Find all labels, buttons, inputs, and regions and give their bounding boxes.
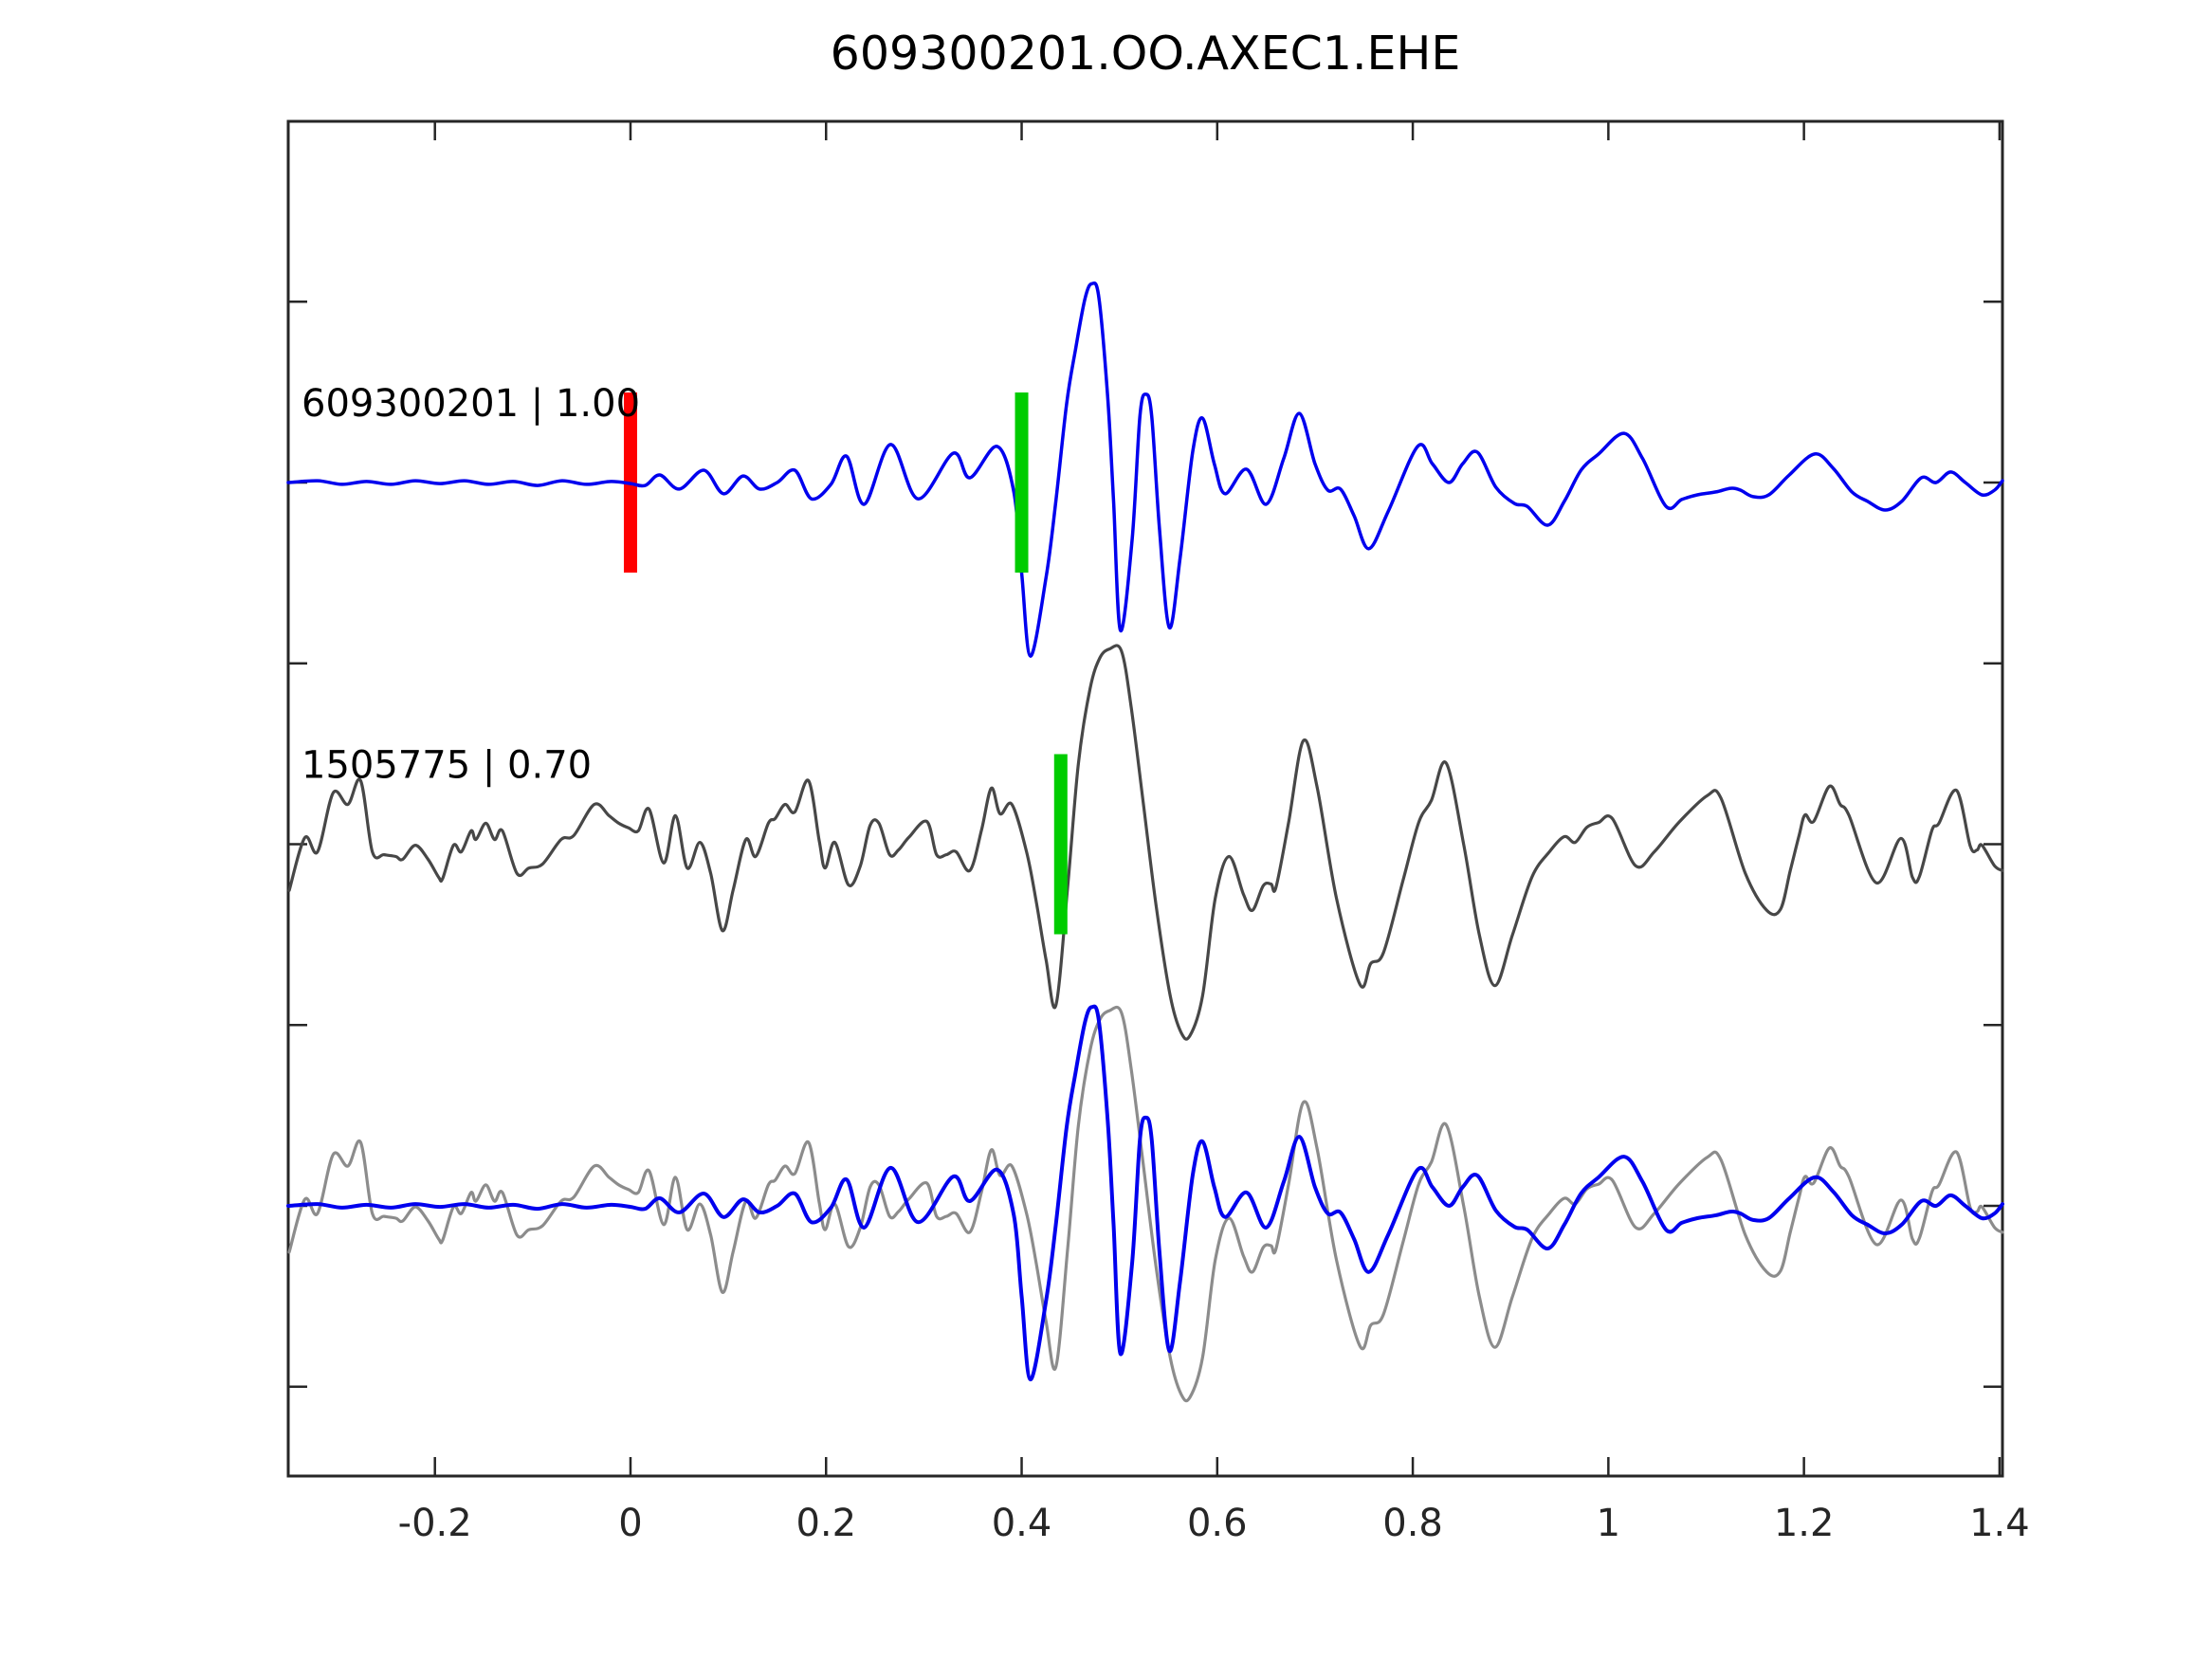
waveform-trace_1505775-panel3 <box>287 1005 2004 1403</box>
pick-marker-candidate <box>1053 754 1068 935</box>
trace-label-candidate: 1505775 | 0.70 <box>302 744 592 788</box>
x-tick-label: 1.4 <box>1969 1502 2030 1545</box>
x-tick-label: 0 <box>618 1502 642 1545</box>
x-tick-label: 0.6 <box>1187 1502 1248 1545</box>
waveform-trace_609300201-panel1 <box>286 281 2004 658</box>
waveform-trace_609300201-panel3 <box>286 1004 2004 1382</box>
chart-title: 609300201.OO.AXEC1.EHE <box>831 27 1461 81</box>
pick-marker-reference <box>1015 392 1029 573</box>
trace-label-layer: 609300201 | 1.00 1505775 | 0.70 <box>302 382 640 788</box>
trace-label-reference: 609300201 | 1.00 <box>302 382 640 426</box>
axes-box <box>286 119 2004 1478</box>
waveform-trace_1505775-panel2 <box>287 644 2004 1041</box>
waveform-layer <box>286 281 2004 1403</box>
x-tick-label: 0.8 <box>1382 1502 1443 1545</box>
axes-layer: -0.2 0 0.2 0.4 0.6 0.8 1 1.2 1.4 <box>286 119 2030 1545</box>
x-tick-label: 0.4 <box>992 1502 1052 1545</box>
x-tick-label: 0.2 <box>795 1502 856 1545</box>
x-tick-label: 1.2 <box>1774 1502 1835 1545</box>
x-tick-label: -0.2 <box>398 1502 472 1545</box>
x-tick-label: 1 <box>1597 1502 1620 1545</box>
